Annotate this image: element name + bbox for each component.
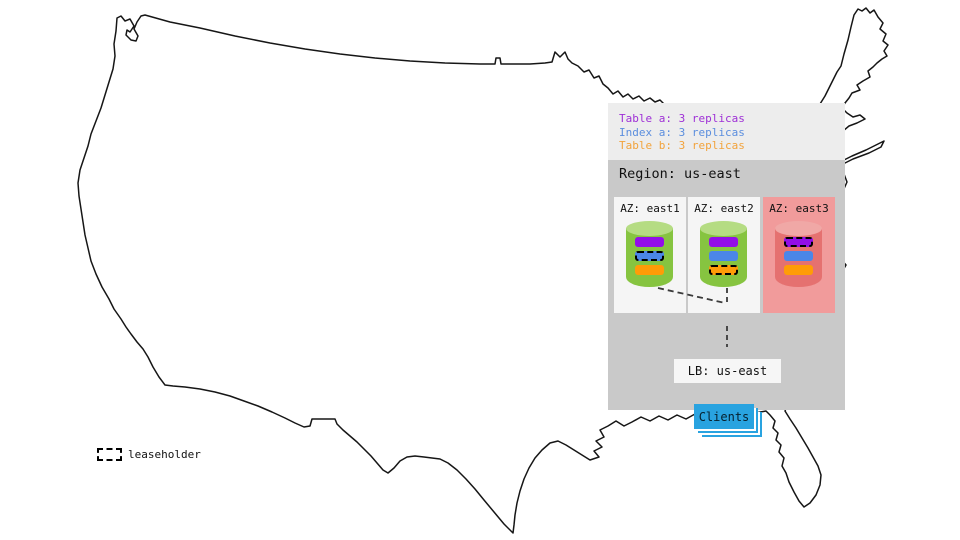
database-node-east3 [775,221,822,287]
replica-legend-table-b: Table b: 3 replicas [619,139,745,152]
leaseholder-legend: leaseholder [97,448,201,461]
az-row: AZ: east1 AZ: east2 [614,197,835,313]
database-node-east1 [626,221,673,287]
cylinder-top [700,221,747,236]
replica-bar-table-b [784,265,813,275]
replica-legend-index-a: Index a: 3 replicas [619,125,745,139]
az-east3-label: AZ: east3 [769,202,829,215]
az-east2-box: AZ: east2 [688,197,760,313]
replica-bar-table-a [784,237,813,247]
clients-box: Clients [694,404,754,429]
replica-bar-table-a [635,237,664,247]
load-balancer-box: LB: us-east [674,359,781,383]
region-diagram-panel: Table a: 3 replicas Index a: 3 replicas … [608,103,845,429]
database-node-east2 [700,221,747,287]
replica-bar-table-b [635,265,664,275]
az-east2-label: AZ: east2 [694,202,754,215]
replica-bar-table-b [709,265,738,275]
cylinder-top [626,221,673,236]
replica-bar-index-a [635,251,664,261]
az-east1-box: AZ: east1 [614,197,686,313]
replica-bar-index-a [784,251,813,261]
region-title: Region: us-east [619,166,741,182]
leaseholder-legend-label: leaseholder [128,448,201,461]
replica-bar-index-a [709,251,738,261]
az-east1-label: AZ: east1 [620,202,680,215]
cylinder-top [775,221,822,236]
region-container: Region: us-east AZ: east1 AZ: east2 [608,160,845,429]
long-island-outline [837,140,885,165]
replica-legend-table-a: Table a: 3 replicas [619,112,745,125]
az-east3-box: AZ: east3 [763,197,835,313]
replica-bar-table-a [709,237,738,247]
replica-legend: Table a: 3 replicas Index a: 3 replicas … [608,103,845,160]
leaseholder-swatch-icon [97,448,122,461]
